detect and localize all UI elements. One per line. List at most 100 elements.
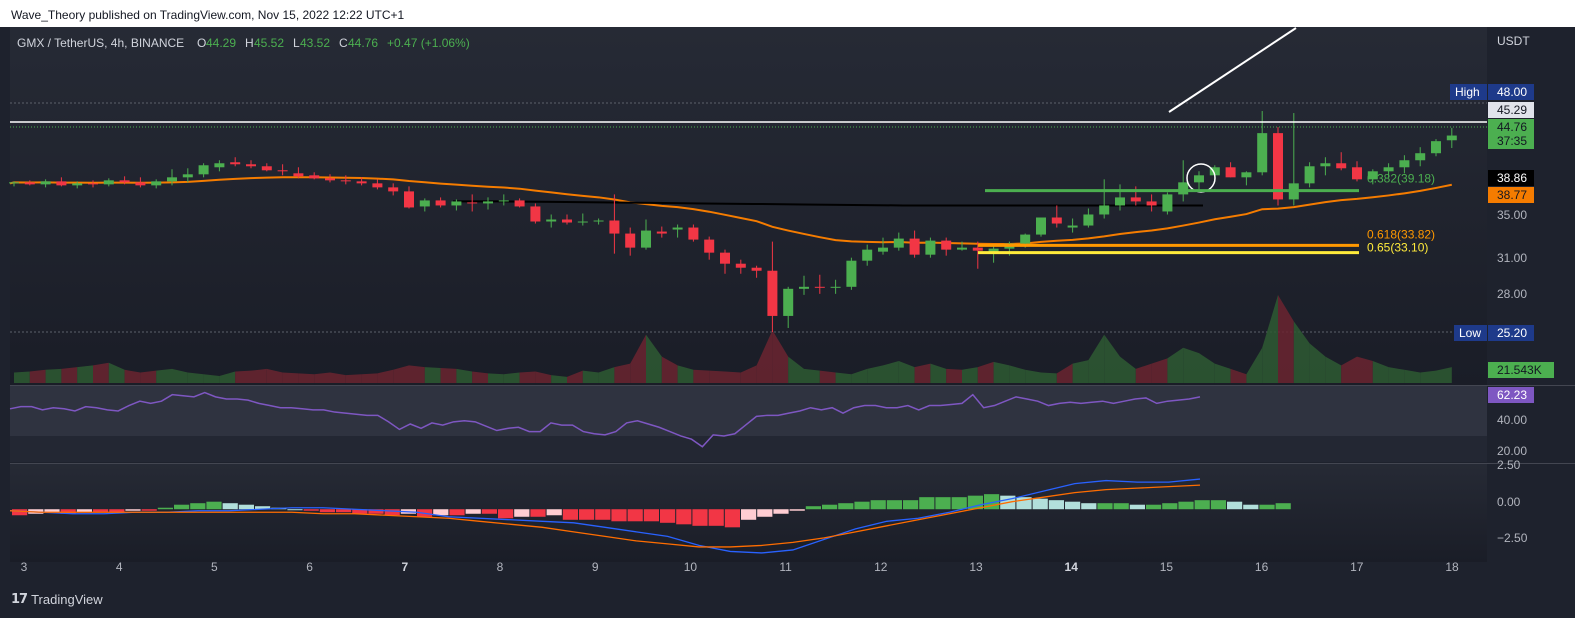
volume-segment [393,365,409,383]
volume-segment [914,363,931,383]
volume-segment [993,361,1010,383]
macd-histogram-bar [870,500,886,510]
macd-histogram-bar [44,509,60,513]
candle-body [9,182,19,184]
fib-levels[interactable]: 0.382(39.18) 0.618(33.82)0.65(33.10) [978,172,1435,255]
candle-body [1399,160,1410,168]
fib-level-label: 0.382(39.18) [1367,172,1435,186]
candle-body [1415,153,1426,161]
volume-segment [598,367,615,383]
macd-histogram-bar [514,509,530,517]
volume-segment [661,356,678,383]
macd-axis[interactable]: 2.50 0.00 −2.50 [1497,458,1528,545]
candle-body [893,238,904,248]
macd-histogram-bar [595,509,611,520]
macd-histogram-bar [546,509,562,516]
candle-body [720,252,730,264]
rsi-value: 62.23 [1497,388,1527,402]
rsi-axis[interactable]: 62.23 40.00 20.00 [1488,387,1534,458]
macd-histogram-bar [12,509,28,516]
candle-body [56,181,67,186]
candle-body [1130,197,1141,202]
candle-body [261,166,272,171]
volume-segment [1135,363,1152,383]
rsi-indicator [9,391,1201,448]
macd-histogram-bar [319,509,335,513]
footer-bar [0,584,1575,618]
candle-body [1099,205,1110,215]
candle-body [577,221,588,223]
volume-segment [646,334,662,383]
currency-label: USDT [1497,34,1530,48]
x-tick: 5 [211,560,218,574]
macd-histogram-bar [773,509,789,514]
x-tick: 15 [1160,560,1174,574]
volume-segment [1436,367,1452,383]
volume-segment [551,375,567,383]
volume-segment [1009,365,1026,383]
volume-segment [930,363,947,383]
candle-body [846,260,857,287]
time-axis[interactable]: 3 4 5 6 7 8 9 10 11 12 13 14 15 16 17 18 [21,560,1459,574]
volume-segment [172,368,188,383]
legend-symbol: GMX / TetherUS, 4h, BINANCE [17,36,184,50]
candle-body [135,182,146,186]
low-label-box [1454,325,1487,341]
macd-histogram-bar [724,509,740,528]
volume-segment [61,367,78,383]
high-label: High [1455,85,1480,99]
macd-histogram-bar [384,509,400,516]
x-tick: 9 [592,560,599,574]
legend-ohlc: O 44.29 H 45.52 L 43.52 C 44.76 +0.47 (+… [197,36,470,50]
macd-histogram-bar [1065,501,1081,510]
rsi-line [9,391,1201,448]
volume-segment [1372,361,1389,383]
candle-body [167,177,177,182]
macd-histogram-bar [1146,504,1162,510]
volume-segment [488,373,504,383]
macd-tick: 0.00 [1497,495,1521,509]
candle-body [103,180,114,185]
macd-histogram-bar [1178,501,1194,510]
candle-body [1162,194,1173,212]
candle-body [957,247,967,250]
volume-segment [361,373,378,383]
volume-segment [1325,356,1342,383]
macd-histogram-bar [805,506,821,510]
trend-line[interactable] [1168,27,1297,113]
volume-segment [440,368,457,383]
volume-segment [45,368,62,383]
rsi-tick: 20.00 [1497,444,1527,458]
volume-segment [140,370,157,383]
macd-histogram-bar [1048,500,1064,510]
candle-body [546,219,557,222]
volume-segment [1230,368,1247,383]
candle-body [277,170,288,172]
candle-body [419,200,430,207]
macd-histogram-bar [660,509,676,523]
tradingview-logo[interactable]: 17 TradingView [11,592,103,607]
volume-segment [1104,334,1120,383]
macd-histogram-bar [1129,504,1145,510]
volume-segment [693,369,710,383]
ema-line [9,176,1452,246]
volume-value: 21.543K [1497,363,1542,377]
x-tick: 8 [497,560,504,574]
volume-segment [898,361,915,383]
volume-segment [282,372,299,383]
macd-histogram-bar [741,509,757,520]
volume-segment [235,370,251,383]
macd-histogram-bar [336,509,352,513]
candle-body [1067,225,1078,228]
high-value: 48.00 [1497,85,1527,99]
candle-body [830,286,841,288]
candle-body [151,181,162,186]
macd-histogram-bar [1081,503,1097,510]
candle-body [672,227,683,230]
price-axis[interactable]: USDT High 48.00 45.29 44.76 37:35 38.86 … [1450,34,1554,378]
candle-body [182,174,193,178]
macd-histogram-bar [643,509,659,522]
macd-histogram-bar [303,509,319,511]
volume-segment [1246,347,1263,383]
